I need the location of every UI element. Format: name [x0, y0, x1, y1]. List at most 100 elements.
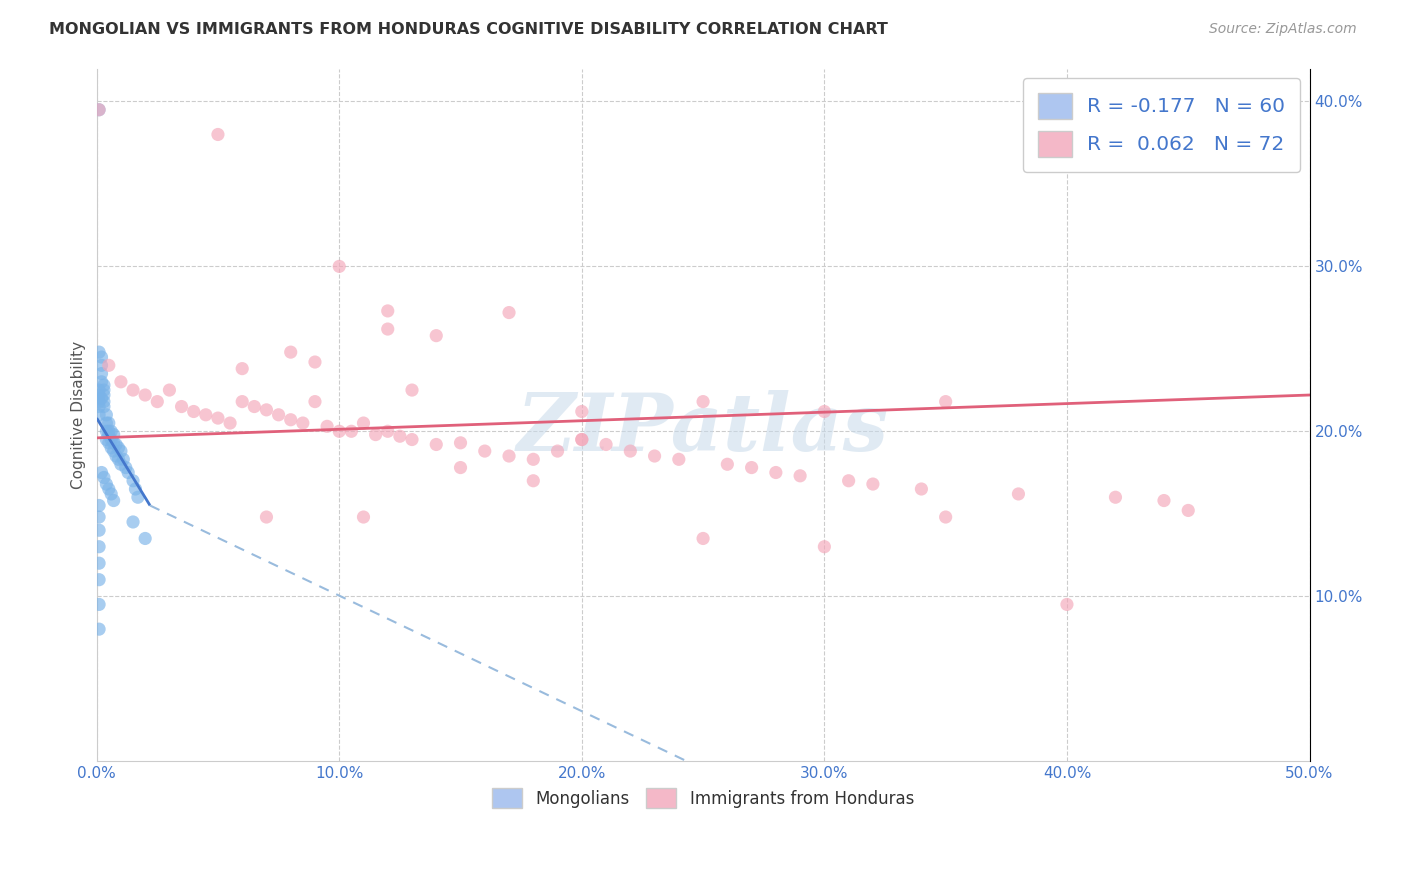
Point	[100, 425, 122, 439]
Point	[93, 470, 115, 484]
Point	[87, 523, 110, 537]
Point	[741, 460, 763, 475]
Point	[692, 532, 714, 546]
Point	[243, 400, 266, 414]
Point	[87, 540, 110, 554]
Point	[668, 452, 690, 467]
Point	[103, 427, 125, 442]
Point	[97, 482, 120, 496]
Text: ZIPatlas: ZIPatlas	[517, 390, 889, 467]
Point	[97, 416, 120, 430]
Point	[207, 411, 229, 425]
Point	[107, 441, 129, 455]
Point	[353, 416, 375, 430]
Point	[813, 404, 835, 418]
Point	[97, 425, 120, 439]
Point	[522, 452, 544, 467]
Point	[87, 394, 110, 409]
Point	[103, 435, 125, 450]
Point	[100, 433, 122, 447]
Point	[256, 510, 278, 524]
Point	[340, 425, 363, 439]
Point	[194, 408, 217, 422]
Point	[267, 408, 290, 422]
Point	[90, 367, 112, 381]
Point	[90, 392, 112, 406]
Point	[619, 444, 641, 458]
Point	[498, 449, 520, 463]
Point	[595, 437, 617, 451]
Point	[183, 404, 205, 418]
Point	[1177, 503, 1199, 517]
Point	[1104, 490, 1126, 504]
Point	[425, 328, 447, 343]
Point	[571, 433, 593, 447]
Point	[87, 622, 110, 636]
Point	[256, 402, 278, 417]
Point	[316, 419, 339, 434]
Point	[100, 487, 122, 501]
Point	[547, 444, 569, 458]
Point	[93, 383, 115, 397]
Point	[328, 425, 350, 439]
Point	[122, 383, 145, 397]
Point	[96, 477, 118, 491]
Point	[97, 435, 120, 450]
Point	[813, 540, 835, 554]
Point	[124, 482, 146, 496]
Point	[377, 425, 399, 439]
Point	[644, 449, 666, 463]
Point	[450, 460, 472, 475]
Point	[1056, 598, 1078, 612]
Y-axis label: Cognitive Disability: Cognitive Disability	[72, 341, 86, 489]
Point	[87, 345, 110, 359]
Point	[910, 482, 932, 496]
Point	[103, 493, 125, 508]
Point	[304, 394, 326, 409]
Point	[112, 452, 135, 467]
Point	[90, 350, 112, 364]
Point	[304, 355, 326, 369]
Point	[93, 400, 115, 414]
Point	[87, 400, 110, 414]
Point	[122, 474, 145, 488]
Point	[93, 388, 115, 402]
Point	[353, 510, 375, 524]
Point	[87, 388, 110, 402]
Point	[571, 404, 593, 418]
Point	[377, 322, 399, 336]
Point	[107, 452, 129, 467]
Point	[935, 510, 957, 524]
Point	[377, 304, 399, 318]
Point	[765, 466, 787, 480]
Point	[103, 444, 125, 458]
Point	[388, 429, 411, 443]
Point	[280, 345, 302, 359]
Point	[1007, 487, 1029, 501]
Point	[522, 474, 544, 488]
Point	[425, 437, 447, 451]
Point	[231, 394, 253, 409]
Point	[127, 490, 149, 504]
Point	[122, 515, 145, 529]
Point	[97, 427, 120, 442]
Point	[134, 532, 156, 546]
Point	[87, 598, 110, 612]
Point	[571, 433, 593, 447]
Point	[110, 457, 132, 471]
Point	[159, 383, 181, 397]
Point	[474, 444, 496, 458]
Point	[96, 408, 118, 422]
Point	[87, 103, 110, 117]
Point	[96, 433, 118, 447]
Point	[87, 383, 110, 397]
Point	[87, 103, 110, 117]
Point	[100, 441, 122, 455]
Point	[838, 474, 860, 488]
Point	[105, 437, 128, 451]
Text: MONGOLIAN VS IMMIGRANTS FROM HONDURAS COGNITIVE DISABILITY CORRELATION CHART: MONGOLIAN VS IMMIGRANTS FROM HONDURAS CO…	[49, 22, 889, 37]
Point	[96, 425, 118, 439]
Point	[87, 499, 110, 513]
Point	[789, 468, 811, 483]
Point	[207, 128, 229, 142]
